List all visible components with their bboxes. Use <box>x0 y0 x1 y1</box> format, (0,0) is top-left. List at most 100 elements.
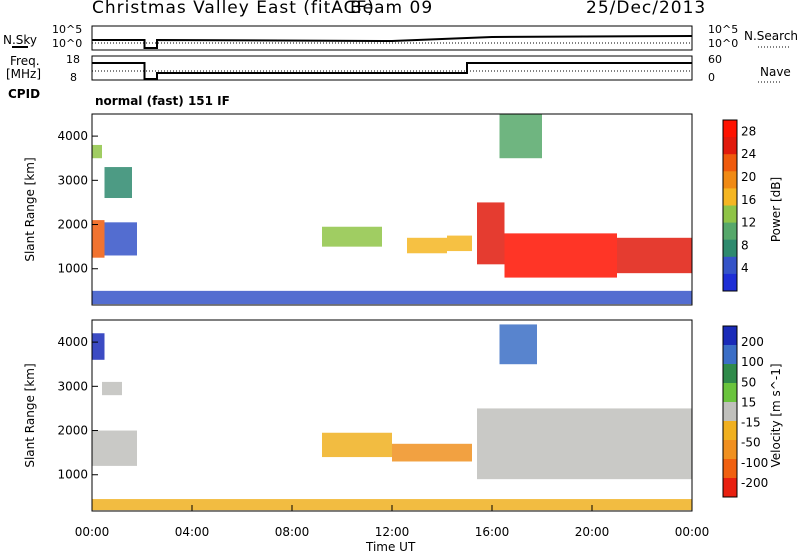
x-tick-label: 04:00 <box>175 525 210 539</box>
power-y-tick-label: 3000 <box>57 173 88 187</box>
nsearch-label: N.Search <box>744 29 799 43</box>
velocity-colorbar-segment <box>723 440 737 460</box>
velocity-colorbar-segment <box>723 364 737 384</box>
velocity-colorbar-tick: 50 <box>741 375 756 389</box>
velocity-colorbar-segment <box>723 459 737 479</box>
power-y-tick-label: 1000 <box>57 262 88 276</box>
x-tick-label: 20:00 <box>575 525 610 539</box>
cpid-label: CPID <box>8 87 41 101</box>
power-y-tick-label: 4000 <box>57 129 88 143</box>
x-tick-label: 00:00 <box>675 525 710 539</box>
power-colorbar-frame <box>722 119 738 292</box>
nsky-label: N.Sky <box>3 33 38 47</box>
velocity-colorbar-tick: 200 <box>741 335 764 349</box>
power-colorbar-segment <box>723 120 737 138</box>
noise-tick-right-bottom: 10^0 <box>708 37 739 50</box>
power-y-axis-label: Slant Range [km] <box>23 157 37 261</box>
velocity-y-tick-label: 1000 <box>57 468 88 482</box>
power-colorbar-segment <box>723 239 737 258</box>
velocity-colorbar-segment <box>723 326 737 346</box>
velocity-colorbar-frame <box>722 325 738 498</box>
power-colorbar-segment <box>723 188 737 206</box>
power-colorbar-segment <box>723 256 737 275</box>
freq-line <box>92 62 692 80</box>
power-colorbar-segment <box>723 273 737 292</box>
power-colorbar-segment <box>723 171 737 189</box>
nave-label: Nave <box>760 65 791 79</box>
power-echo-region-6 <box>447 235 472 252</box>
velocity-y-axis-label: Slant Range [km] <box>23 363 37 467</box>
power-panel-frame <box>91 113 693 306</box>
velocity-colorbar-label: Velocity [m s^-1] <box>769 363 783 467</box>
x-axis-label: Time UT <box>366 540 416 554</box>
velocity-colorbar-tick: -100 <box>741 456 768 470</box>
freq-tick-right-bottom: 0 <box>708 71 715 84</box>
beam-label: Beam 09 <box>350 0 434 18</box>
velocity-echo-region-3 <box>322 432 392 458</box>
power-echo-region-3 <box>104 167 132 199</box>
velocity-colorbar-segment <box>723 478 737 498</box>
velocity-colorbar-segment <box>723 402 737 422</box>
freq-unit-label: [MHz] <box>6 67 42 81</box>
power-echo-region-10 <box>499 114 542 159</box>
x-tick-label: 00:00 <box>75 525 110 539</box>
power-y-tick-label: 2000 <box>57 218 88 232</box>
power-echo-region-2 <box>104 222 137 256</box>
power-echo-region-8 <box>504 233 617 278</box>
power-colorbar-segment <box>723 154 737 172</box>
velocity-colorbar-segment <box>723 383 737 403</box>
power-colorbar-tick: 20 <box>741 170 756 184</box>
noise-sky-line <box>92 35 693 49</box>
power-colorbar-tick: 12 <box>741 216 756 230</box>
power-echo-region-9 <box>617 237 692 274</box>
power-colorbar-segment <box>723 205 737 224</box>
noise-tick-right-top: 10^5 <box>708 23 739 36</box>
velocity-colorbar-tick: 15 <box>741 395 756 409</box>
power-colorbar-label: Power [dB] <box>769 177 783 242</box>
velocity-y-tick-label: 2000 <box>57 424 88 438</box>
velocity-y-tick-label: 3000 <box>57 379 88 393</box>
velocity-echo-region-1 <box>92 430 137 466</box>
power-echo-region-11 <box>92 290 692 305</box>
freq-panel <box>91 55 693 81</box>
x-tick-label: 16:00 <box>475 525 510 539</box>
freq-tick-right-top: 60 <box>708 53 722 66</box>
freq-tick-left-bottom: 8 <box>70 71 77 84</box>
velocity-echo-region-5 <box>477 408 692 480</box>
power-echo-region-7 <box>477 202 505 265</box>
power-echo-region-5 <box>407 237 447 254</box>
cpid-text: normal (fast) 151 IF <box>95 94 230 108</box>
power-colorbar-tick: 4 <box>741 261 749 275</box>
velocity-echo-region-6 <box>499 324 537 365</box>
noise-tick-left-bottom: 10^0 <box>52 37 83 50</box>
velocity-echo-region-7 <box>92 499 692 511</box>
velocity-colorbar-tick: -50 <box>741 436 761 450</box>
velocity-echo-region-2 <box>102 381 122 396</box>
velocity-echo-region-0 <box>92 333 105 360</box>
freq-tick-left-top: 18 <box>66 53 80 66</box>
velocity-colorbar-tick: 100 <box>741 355 764 369</box>
power-colorbar-tick: 24 <box>741 147 756 161</box>
power-colorbar-tick: 8 <box>741 238 749 252</box>
freq-label: Freq. <box>10 54 40 68</box>
noise-tick-left-top: 10^5 <box>52 23 83 36</box>
x-tick-label: 12:00 <box>375 525 410 539</box>
velocity-colorbar-tick: -15 <box>741 416 761 430</box>
power-echo-region-0 <box>92 220 105 258</box>
velocity-colorbar-segment <box>723 345 737 365</box>
noise-panel <box>91 25 693 51</box>
velocity-colorbar-tick: -200 <box>741 476 768 490</box>
date-label: 25/Dec/2013 <box>586 0 707 18</box>
velocity-y-tick-label: 4000 <box>57 335 88 349</box>
power-echo-region-4 <box>322 226 382 247</box>
x-tick-label: 08:00 <box>275 525 310 539</box>
velocity-echo-region-4 <box>392 443 472 462</box>
power-colorbar-segment <box>723 222 737 241</box>
power-colorbar-tick: 16 <box>741 193 756 207</box>
station-title: Christmas Valley East (fitACF) <box>92 0 375 18</box>
power-colorbar-segment <box>723 137 737 155</box>
velocity-colorbar-segment <box>723 421 737 441</box>
power-colorbar-tick: 28 <box>741 124 756 138</box>
power-echo-region-1 <box>92 144 102 159</box>
